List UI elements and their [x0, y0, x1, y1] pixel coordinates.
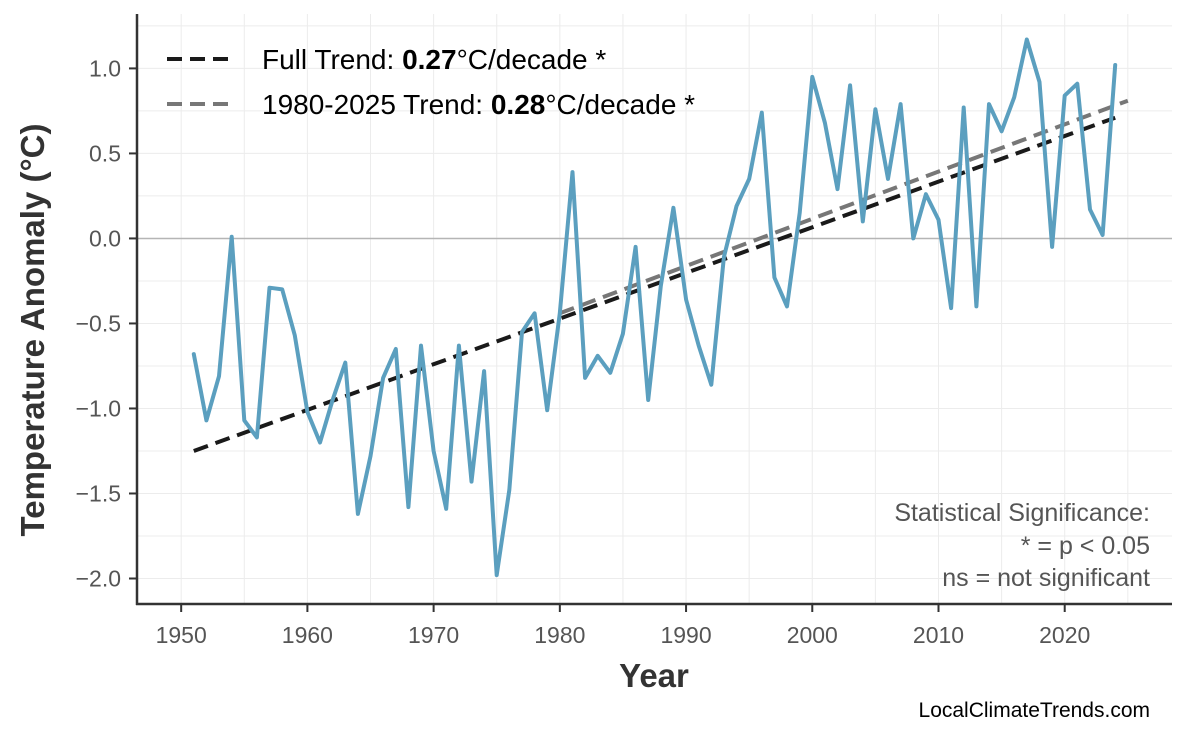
x-tick-label: 1950	[156, 622, 207, 648]
legend-value-1980-trend: 0.28	[491, 89, 546, 120]
significance-line: * = p < 0.05	[1021, 532, 1150, 560]
legend-prefix-1980-trend: 1980-2025 Trend:	[262, 89, 491, 120]
significance-line: Statistical Significance:	[894, 499, 1150, 527]
y-tick-label: −1.5	[76, 480, 121, 506]
y-tick-label: −1.0	[76, 395, 121, 421]
source-label: LocalClimateTrends.com	[919, 699, 1150, 722]
x-tick-label: 1980	[534, 622, 585, 648]
y-tick-label: 1.0	[89, 55, 121, 81]
legend-value-full-trend: 0.27	[402, 44, 457, 75]
recent-trend-line	[559, 98, 1129, 316]
x-tick-label: 2020	[1039, 622, 1090, 648]
x-tick-label: 2000	[787, 622, 838, 648]
x-axis-title: Year	[619, 657, 689, 694]
ticks-layer: 1950 1960 1970 1980 1990 2000 2010 2020 1.0 0.5 0.…	[76, 55, 1091, 648]
x-tick-label: 1960	[282, 622, 333, 648]
y-tick-label: 0.0	[89, 225, 121, 251]
y-tick-label: −0.5	[76, 310, 121, 336]
significance-note: Statistical Significance: * = p < 0.05 n…	[894, 499, 1150, 592]
significance-line: ns = not significant	[942, 564, 1150, 592]
y-tick-label: 0.5	[89, 140, 121, 166]
y-axis-title: Temperature Anomaly (°C)	[14, 124, 51, 537]
y-tick-label: −2.0	[76, 565, 121, 591]
legend-label-1980-trend: 1980-2025 Trend: 0.28°C/decade *	[262, 89, 695, 120]
temperature-anomaly-line	[191, 37, 1118, 578]
x-tick-label: 1990	[660, 622, 711, 648]
axes-layer	[135, 14, 1172, 606]
series-layer	[191, 37, 1118, 578]
x-tick-label: 2010	[913, 622, 964, 648]
legend: Full Trend: 0.27°C/decade * 1980-2025 Tr…	[167, 44, 695, 120]
legend-suffix-1980-trend: °C/decade *	[545, 89, 695, 120]
legend-prefix-full-trend: Full Trend:	[262, 44, 402, 75]
x-tick-label: 1970	[408, 622, 459, 648]
legend-label-full-trend: Full Trend: 0.27°C/decade *	[262, 44, 606, 75]
legend-suffix-full-trend: °C/decade *	[457, 44, 607, 75]
